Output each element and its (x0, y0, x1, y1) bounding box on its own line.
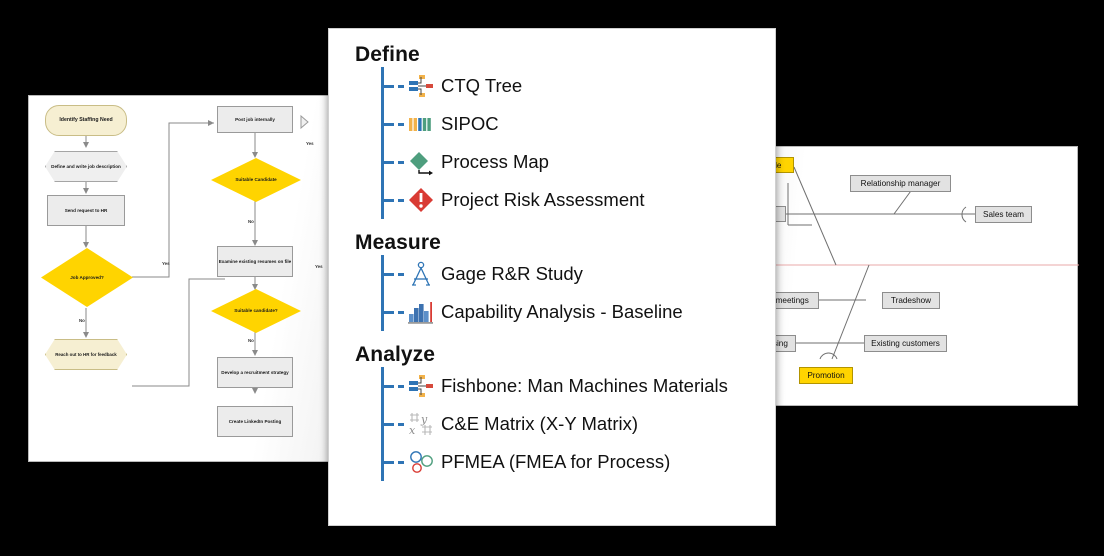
fishbone-box-promotion[interactable]: Promotion (799, 367, 853, 384)
flow-node-post-job-internally[interactable]: Post job internally (217, 106, 293, 133)
tree-dash-icon (398, 423, 404, 426)
flow-node-create-linkedin-posting[interactable]: Create LinkedIn Posting (217, 406, 293, 437)
list-item-sipoc[interactable]: SIPOC (375, 105, 765, 143)
flowchart-canvas: Identify Staffing Need Define and write … (29, 96, 332, 461)
flow-node-define-job-description[interactable]: Define and write job description (45, 151, 127, 182)
group-items-measure: Gage R&R Study Capability Analys (375, 255, 765, 331)
tree-tick-icon (381, 85, 394, 88)
tree-tick-icon (381, 123, 394, 126)
xy-matrix-icon: y x (407, 410, 435, 438)
fishbone-icon (407, 372, 435, 400)
group-title-analyze: Analyze (355, 343, 436, 366)
fishbone-canvas: ple ers Relationship manager Sales team … (746, 147, 1079, 405)
list-item-label: Gage R&R Study (441, 263, 583, 284)
list-item-label: CTQ Tree (441, 75, 523, 96)
list-item-gage-rr-study[interactable]: Gage R&R Study (375, 255, 765, 293)
risk-diamond-icon (407, 186, 435, 214)
list-item-label: Project Risk Assessment (441, 189, 645, 210)
group-title-define: Define (355, 43, 420, 66)
tree-dash-icon (398, 199, 404, 202)
list-item-label: Fishbone: Man Machines Materials (441, 375, 728, 396)
tree-elbow-icon (381, 443, 384, 463)
tree-tick-icon (381, 423, 394, 426)
ctq-tree-icon (407, 72, 435, 100)
list-item-ce-matrix[interactable]: y x C&E Matrix (X-Y Matrix) (375, 405, 765, 443)
list-item-label: PFMEA (FMEA for Process) (441, 451, 671, 472)
tree-dash-icon (398, 385, 404, 388)
group-items-define: CTQ Tree SIPOC (375, 67, 765, 219)
tree-elbow-icon (381, 293, 384, 313)
flowchart-connectors (83, 114, 309, 394)
group-items-analyze: Fishbone: Man Machines Materials y x C& (375, 367, 765, 481)
tree-spine-define (381, 67, 384, 219)
tree-tick-icon (381, 199, 394, 202)
fishbone-connectors (766, 166, 1079, 360)
tree-tick-icon (381, 161, 394, 164)
tree-dash-icon (398, 85, 404, 88)
flowchart-panel[interactable]: Identify Staffing Need Define and write … (28, 95, 333, 462)
caliper-icon (407, 260, 435, 288)
list-item-capability-analysis-baseline[interactable]: Capability Analysis - Baseline (375, 293, 765, 331)
list-item-fishbone[interactable]: Fishbone: Man Machines Materials (375, 367, 765, 405)
flow-label-yes-3: Yes (315, 264, 323, 269)
fishbone-panel[interactable]: ple ers Relationship manager Sales team … (746, 146, 1079, 406)
list-item-label: SIPOC (441, 113, 499, 134)
flow-node-identify-staffing-need[interactable]: Identify Staffing Need (45, 105, 127, 136)
histogram-icon (407, 298, 435, 326)
list-item-process-map[interactable]: Process Map (375, 143, 765, 181)
tree-dash-icon (398, 311, 404, 314)
list-item-ctq-tree[interactable]: CTQ Tree (375, 67, 765, 105)
list-item-label: Process Map (441, 151, 549, 172)
flow-label-yes-1: Yes (162, 261, 170, 266)
tree-dash-icon (398, 123, 404, 126)
list-item-project-risk-assessment[interactable]: Project Risk Assessment (375, 181, 765, 219)
flow-label-no-3: No (248, 338, 254, 343)
roadmap-panel[interactable]: Define CTQ Tree (328, 28, 776, 526)
fishbone-box-relationship-manager[interactable]: Relationship manager (850, 175, 951, 192)
tree-dash-icon (398, 161, 404, 164)
pfmea-circles-icon (407, 448, 435, 476)
tree-tick-icon (381, 385, 394, 388)
flow-node-develop-recruitment-strategy[interactable]: Develop a recruitment strategy (217, 357, 293, 388)
svg-text:y: y (420, 413, 428, 426)
fishbone-box-existing-customers[interactable]: Existing customers (864, 335, 947, 352)
flow-label-yes-2: Yes (306, 141, 314, 146)
list-item-label: C&E Matrix (X-Y Matrix) (441, 413, 639, 434)
list-item-label: Capability Analysis - Baseline (441, 301, 683, 322)
tree-tick-icon (381, 273, 394, 276)
svg-text:x: x (409, 424, 416, 437)
fishbone-box-tradeshow[interactable]: Tradeshow (882, 292, 940, 309)
flow-node-examine-existing-resumes[interactable]: Examine existing resumes on file (217, 246, 293, 277)
tree-dash-icon (398, 461, 404, 464)
flow-label-no-2: No (248, 219, 254, 224)
process-map-icon (407, 148, 435, 176)
tree-elbow-icon (381, 181, 384, 201)
flow-node-reach-out-to-hr[interactable]: Reach out to HR for feedback (45, 339, 127, 370)
fishbone-box-sales-team[interactable]: Sales team (975, 206, 1032, 223)
flow-label-no-1: No (79, 318, 85, 323)
tree-tick-icon (381, 461, 394, 464)
tree-dash-icon (398, 273, 404, 276)
sipoc-icon (407, 110, 435, 138)
list-item-pfmea[interactable]: PFMEA (FMEA for Process) (375, 443, 765, 481)
flow-node-send-request-to-hr[interactable]: Send request to HR (47, 195, 125, 226)
group-title-measure: Measure (355, 231, 441, 254)
tree-tick-icon (381, 311, 394, 314)
